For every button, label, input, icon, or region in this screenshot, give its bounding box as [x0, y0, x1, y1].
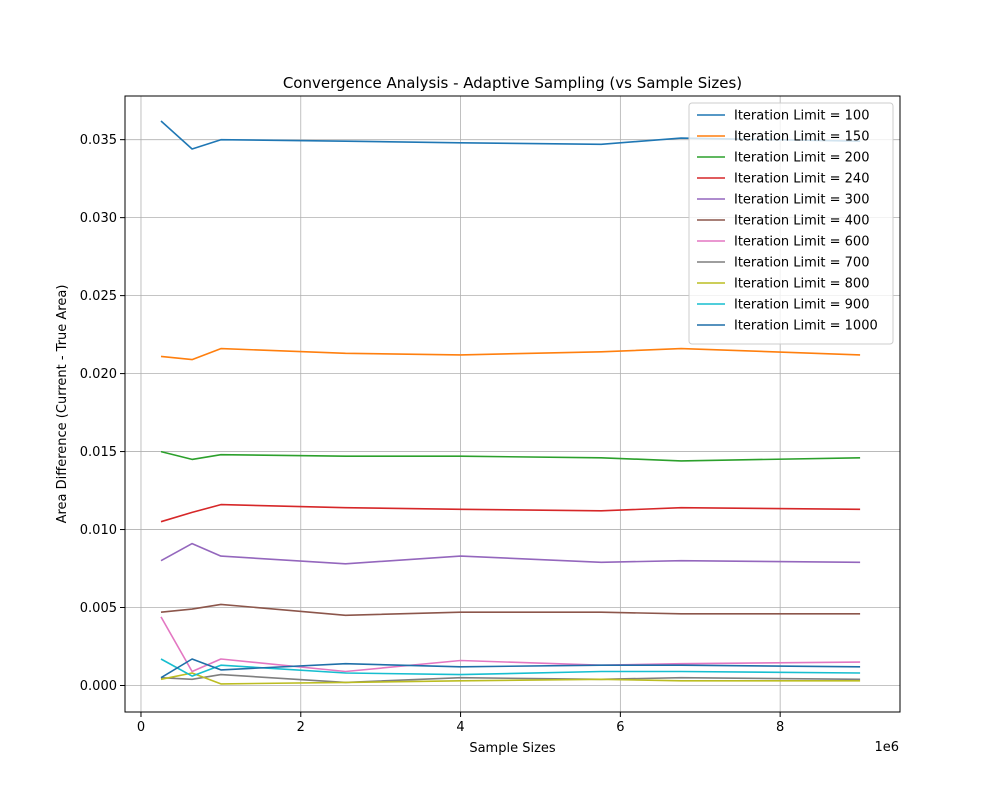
x-tick-label: 6	[616, 720, 624, 735]
y-axis: 0.000 0.005 0.010 0.015 0.020 0.025 0.030 0.035	[80, 133, 125, 694]
series-line-5	[160, 603, 861, 617]
y-tick-label: 0.000	[80, 679, 117, 694]
legend-entry: Iteration Limit = 600	[734, 235, 869, 250]
series-line-10	[160, 658, 861, 679]
series-line-9	[160, 658, 861, 677]
legend-entry: Iteration Limit = 100	[734, 109, 869, 124]
legend-entry: Iteration Limit = 400	[734, 214, 869, 229]
chart-title: Convergence Analysis - Adaptive Sampling…	[283, 74, 742, 92]
legend-entry: Iteration Limit = 900	[734, 298, 869, 313]
series-line-2	[160, 450, 861, 462]
y-tick-label: 0.035	[80, 133, 117, 148]
x-tick-label: 0	[137, 720, 145, 735]
legend-entry: Iteration Limit = 1000	[734, 319, 878, 334]
x-tick-label: 2	[297, 720, 305, 735]
plot-frame	[124, 95, 901, 713]
y-tick-label: 0.025	[80, 289, 117, 304]
legend-entry: Iteration Limit = 240	[734, 172, 869, 187]
series-line-4	[160, 542, 861, 565]
x-tick-label: 4	[456, 720, 464, 735]
x-tick-label: 8	[776, 720, 784, 735]
y-tick-label: 0.005	[80, 601, 117, 616]
y-tick-label: 0.030	[80, 211, 117, 226]
legend-entry: Iteration Limit = 150	[734, 130, 869, 145]
series-line-7	[160, 673, 861, 684]
legend-entry: Iteration Limit = 300	[734, 193, 869, 208]
series-line-3	[160, 503, 861, 523]
legend: Iteration Limit = 100 Iteration Limit = 1…	[688, 102, 894, 345]
x-offset-label: 1e6	[874, 740, 899, 755]
legend-entry: Iteration Limit = 700	[734, 256, 869, 271]
series-line-0	[160, 120, 861, 150]
y-tick-label: 0.020	[80, 367, 117, 382]
series-layer	[160, 120, 861, 685]
y-tick-label: 0.015	[80, 445, 117, 460]
series-line-1	[160, 347, 861, 361]
y-axis-label: Area Difference (Current - True Area)	[55, 285, 70, 524]
x-axis: 0 2 4 6 8	[137, 712, 784, 735]
x-axis-label: Sample Sizes	[469, 741, 556, 756]
legend-box	[688, 102, 894, 345]
legend-entry: Iteration Limit = 800	[734, 277, 869, 292]
y-tick-label: 0.010	[80, 523, 117, 538]
legend-entry: Iteration Limit = 200	[734, 151, 869, 166]
series-line-6	[160, 616, 861, 673]
